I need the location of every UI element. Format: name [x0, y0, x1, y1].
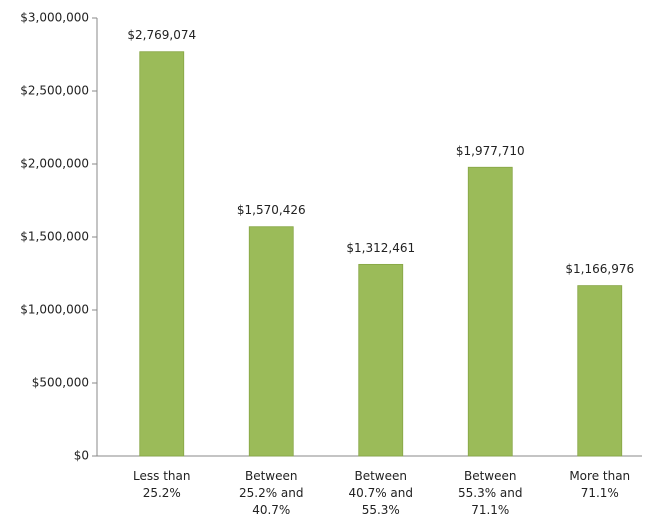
value-label: $1,570,426 [237, 203, 306, 217]
bar [577, 285, 623, 457]
y-tick-label: $0 [74, 449, 89, 463]
y-tick-label: $2,500,000 [20, 84, 89, 98]
x-tick-label: Between 55.3% and 71.1% [457, 469, 523, 517]
bar [139, 51, 185, 457]
y-tick-label: $1,000,000 [20, 303, 89, 317]
y-tick-label: $2,000,000 [20, 157, 89, 171]
x-tick-label: More than 71.1% [569, 469, 631, 500]
value-label: $1,166,976 [565, 262, 634, 276]
value-label: $1,312,461 [346, 241, 415, 255]
value-label: $1,977,710 [456, 144, 525, 158]
value-label: $2,769,074 [127, 28, 196, 42]
y-tick-label: $500,000 [32, 376, 89, 390]
x-tick-label: Between 25.2% and 40.7% [238, 469, 304, 517]
x-tick-label: Less than 25.2% [133, 469, 191, 500]
bar [248, 226, 294, 457]
x-tick-label: Between 40.7% and 55.3% [348, 469, 413, 517]
y-tick-label: $3,000,000 [20, 11, 89, 25]
y-tick-label: $1,500,000 [20, 230, 89, 244]
bar [358, 263, 404, 457]
bar [467, 166, 513, 457]
